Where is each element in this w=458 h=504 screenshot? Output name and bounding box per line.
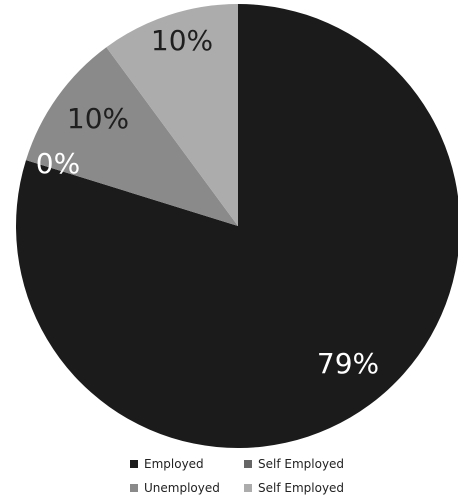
pie-label-3: 10% [151, 24, 213, 57]
pie-slice-self-employed-1 [26, 160, 239, 226]
legend-swatch-unemployed [130, 484, 138, 492]
legend-swatch-employed [130, 460, 138, 468]
legend-swatch-self-employed-2 [244, 484, 252, 492]
legend-item-self-employed: Self Employed [244, 457, 384, 471]
legend-swatch-self-employed [244, 460, 252, 468]
pie-labels: 79% 0% 10% 10% [36, 24, 379, 380]
legend-item-self-employed-2: Self Employed [244, 481, 384, 495]
pie-label-2: 10% [67, 102, 129, 135]
legend-label-self-employed-2: Self Employed [258, 481, 345, 495]
pie-label-1: 0% [36, 147, 80, 180]
legend: Employed Self Employed Unemployed Self E… [130, 457, 390, 495]
legend-item-employed: Employed [130, 457, 244, 471]
legend-label-self-employed: Self Employed [258, 457, 345, 471]
pie-label-0: 79% [317, 347, 379, 380]
pie-slice-unemployed-2 [26, 47, 239, 227]
legend-label-employed: Employed [144, 457, 204, 471]
legend-label-unemployed: Unemployed [144, 481, 220, 495]
pie-chart: 79% 0% 10% 10% [16, 4, 458, 448]
pie-slice-self-employed-3 [106, 4, 239, 226]
pie-slices [16, 4, 458, 448]
pie-slice-employed-0 [16, 4, 458, 448]
legend-item-unemployed: Unemployed [130, 481, 244, 495]
